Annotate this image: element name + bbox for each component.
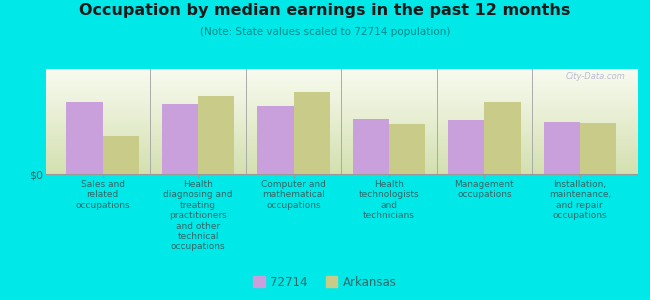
- Bar: [162, 104, 198, 174]
- Text: Occupation by median earnings in the past 12 months: Occupation by median earnings in the pas…: [79, 3, 571, 18]
- Bar: [66, 102, 103, 174]
- Bar: [353, 119, 389, 174]
- Text: Health
technologists
and
technicians: Health technologists and technicians: [359, 180, 419, 220]
- Bar: [103, 136, 139, 174]
- Bar: [198, 96, 235, 174]
- Bar: [389, 124, 425, 174]
- Text: Installation,
maintenance,
and repair
occupations: Installation, maintenance, and repair oc…: [549, 180, 611, 220]
- Bar: [580, 123, 616, 174]
- Bar: [294, 92, 330, 174]
- Text: Health
diagnosing and
treating
practitioners
and other
technical
occupations: Health diagnosing and treating practitio…: [163, 180, 233, 251]
- Bar: [543, 122, 580, 174]
- Text: City-Data.com: City-Data.com: [566, 72, 625, 81]
- Text: Computer and
mathematical
occupations: Computer and mathematical occupations: [261, 180, 326, 210]
- Text: Management
occupations: Management occupations: [454, 180, 514, 200]
- Text: (Note: State values scaled to 72714 population): (Note: State values scaled to 72714 popu…: [200, 27, 450, 37]
- Bar: [448, 120, 484, 174]
- Text: Sales and
related
occupations: Sales and related occupations: [75, 180, 130, 210]
- Bar: [484, 102, 521, 174]
- Bar: [257, 106, 294, 174]
- Legend: 72714, Arkansas: 72714, Arkansas: [250, 273, 400, 291]
